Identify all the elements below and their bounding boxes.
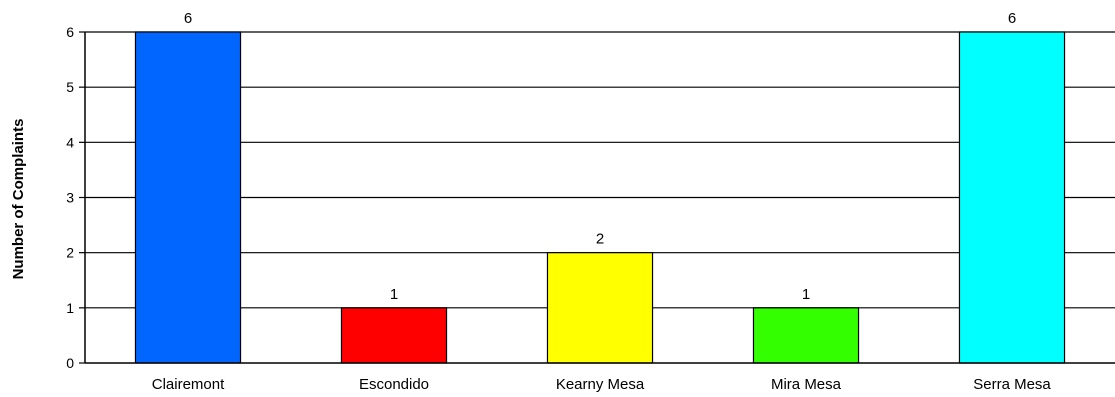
bar-clairemont	[134, 31, 242, 364]
y-tick-label: 2	[66, 245, 74, 261]
y-axis-ticks: 0 1 2 3 4 5 6	[66, 24, 85, 371]
x-tick-label: Serra Mesa	[973, 376, 1051, 393]
data-label: 6	[184, 10, 192, 27]
x-tick-label: Escondido	[359, 376, 429, 393]
x-tick-label: Kearny Mesa	[556, 376, 645, 393]
bar-mira-mesa	[752, 307, 860, 364]
y-tick-label: 6	[66, 24, 74, 40]
y-tick-label: 0	[66, 355, 74, 371]
data-labels: 6 1 2 1 6	[184, 10, 1016, 303]
y-axis-title: Number of Complaints	[10, 119, 27, 280]
y-tick-label: 4	[66, 134, 74, 150]
y-tick-label: 5	[66, 79, 74, 95]
gridlines	[85, 31, 1115, 309]
bar-serra-mesa	[958, 31, 1066, 364]
data-label: 1	[802, 286, 810, 303]
y-tick-label: 1	[66, 300, 74, 316]
x-tick-label: Clairemont	[152, 376, 225, 393]
bars	[134, 31, 1066, 364]
data-label: 6	[1008, 10, 1016, 27]
bar-kearny-mesa	[546, 252, 654, 364]
x-axis-labels: Clairemont Escondido Kearny Mesa Mira Mesa S…	[152, 376, 1052, 393]
y-tick-label: 3	[66, 190, 74, 206]
data-label: 1	[390, 286, 398, 303]
data-label: 2	[596, 231, 604, 248]
bar-escondido	[340, 307, 448, 364]
x-tick-label: Mira Mesa	[771, 376, 842, 393]
